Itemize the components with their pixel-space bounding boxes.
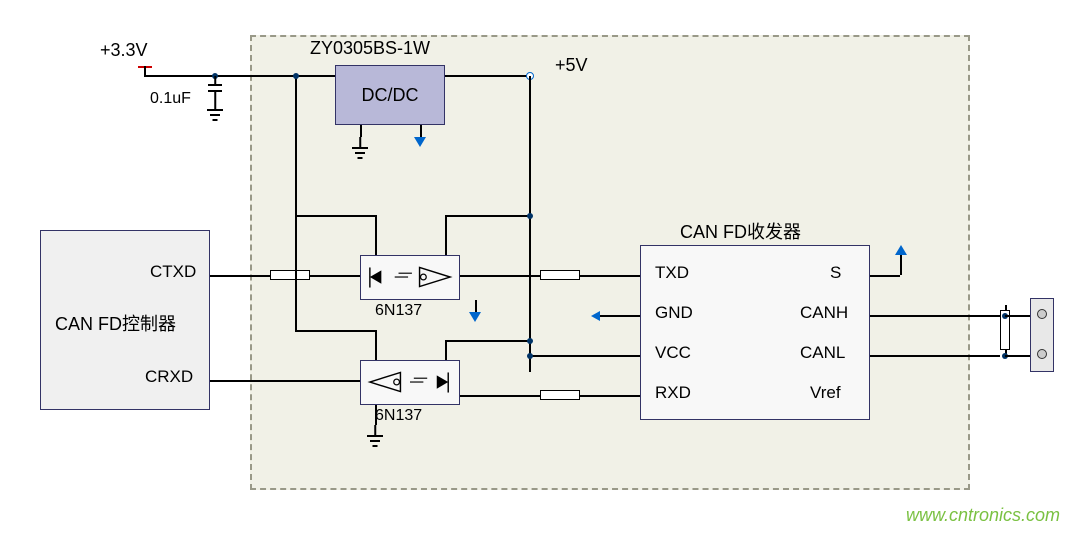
wire — [295, 215, 297, 330]
junction — [527, 338, 533, 344]
pin-canl: CANL — [800, 343, 845, 363]
junction — [527, 353, 533, 359]
wire — [310, 275, 360, 277]
wire — [580, 275, 640, 277]
s-pin-arrow — [895, 245, 907, 255]
wire — [420, 125, 422, 137]
wire — [1005, 355, 1030, 357]
iso-gnd-arrow — [469, 312, 481, 322]
pin-rxd: RXD — [655, 383, 691, 403]
pin-gnd: GND — [655, 303, 693, 323]
junction — [527, 213, 533, 219]
series-resistor — [540, 390, 580, 400]
pin-txd: TXD — [655, 263, 689, 283]
wire — [295, 330, 375, 332]
wire — [210, 275, 270, 277]
can-connector — [1030, 298, 1054, 372]
optocoupler-rx — [360, 360, 460, 405]
iso-gnd-arrow — [414, 137, 426, 147]
wire — [900, 255, 902, 275]
wire — [375, 215, 377, 255]
dcdc-part-label: ZY0305BS-1W — [310, 38, 430, 59]
wire — [475, 300, 477, 312]
wire — [375, 330, 377, 360]
schematic-canvas: +3.3V 0.1uF DC/DC ZY0305BS-1W +5V CAN FD… — [0, 0, 1080, 538]
transceiver-title: CAN FD收发器 — [680, 218, 801, 244]
dcdc-label: DC/DC — [362, 85, 419, 106]
crxd-pin: CRXD — [145, 367, 193, 387]
wire — [529, 355, 640, 357]
wire — [445, 215, 530, 217]
wire — [460, 395, 540, 397]
wire — [870, 355, 1000, 357]
wire — [580, 395, 640, 397]
opto1-part: 6N137 — [375, 302, 422, 320]
series-resistor — [270, 270, 310, 280]
wire — [375, 405, 377, 425]
optocoupler-tx — [360, 255, 460, 300]
controller-title: CAN FD控制器 — [55, 310, 176, 336]
series-resistor — [540, 270, 580, 280]
pin-vref: Vref — [810, 383, 841, 403]
wire — [210, 380, 360, 382]
wire-5v-bus — [529, 82, 531, 372]
wire — [445, 340, 447, 360]
opto2-part: 6N137 — [375, 407, 422, 425]
wire — [460, 275, 540, 277]
wire — [360, 125, 362, 137]
iso-gnd-arrow — [591, 311, 600, 321]
wire — [600, 315, 640, 317]
wire — [295, 215, 375, 217]
wire — [445, 340, 530, 342]
wire-33v-rail — [144, 75, 335, 77]
wire — [295, 75, 297, 215]
v33-label: +3.3V — [100, 40, 148, 61]
ctxd-pin: CTXD — [150, 262, 196, 282]
wire — [1005, 315, 1030, 317]
pin-canh: CANH — [800, 303, 848, 323]
dcdc-block: DC/DC — [335, 65, 445, 125]
wire — [870, 275, 900, 277]
pin-s: S — [830, 263, 841, 283]
wire — [445, 75, 530, 77]
junction — [293, 73, 299, 79]
cap-value-label: 0.1uF — [150, 90, 191, 108]
v5-label: +5V — [555, 55, 588, 76]
wire — [870, 315, 1000, 317]
wire — [445, 215, 447, 255]
watermark: www.cntronics.com — [906, 505, 1060, 526]
pin-vcc: VCC — [655, 343, 691, 363]
